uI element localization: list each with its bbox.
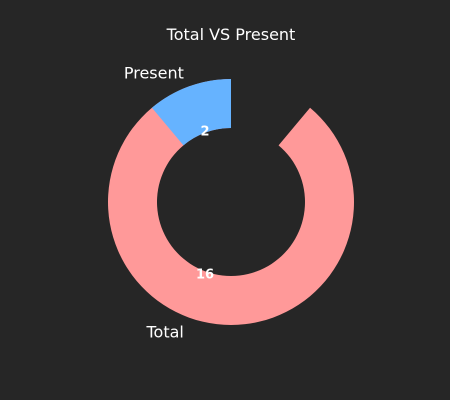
labels-group: Total 16 Present 2	[124, 64, 214, 342]
slice-label-total: Total	[146, 322, 184, 341]
slice-total	[107, 79, 354, 325]
chart-title: Total VS Present	[166, 25, 296, 44]
value-label-present: 2	[200, 125, 209, 140]
value-label-total: 16	[196, 267, 214, 282]
slices-group	[107, 79, 354, 325]
slice-present	[151, 79, 231, 146]
slice-label-present: Present	[124, 64, 184, 83]
